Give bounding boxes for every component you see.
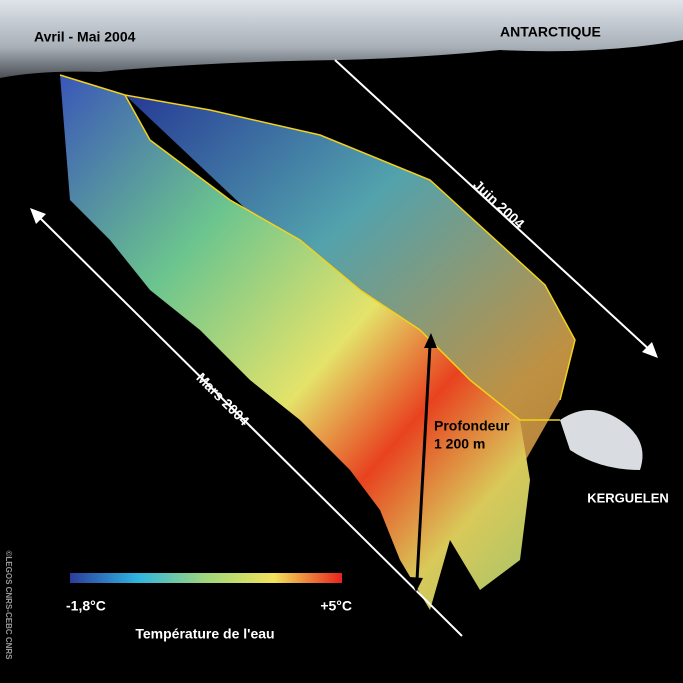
colorbar [70,573,342,583]
region-label: ANTARCTIQUE [500,24,601,40]
period-label: Avril - Mai 2004 [34,29,136,45]
depth-value: 1 200 m [434,436,485,452]
legend-title: Température de l'eau [135,626,274,642]
island-label: KERGUELEN [587,490,669,505]
infographic: Avril - Mai 2004 ANTARCTIQUE Juin 2004 M… [0,0,683,683]
legend-min: -1,8°C [66,598,106,614]
credit: ©LEGOS CNRS-CEBC CNRS [4,550,13,660]
legend-max: +5°C [320,598,352,614]
depth-label: Profondeur [434,418,510,434]
